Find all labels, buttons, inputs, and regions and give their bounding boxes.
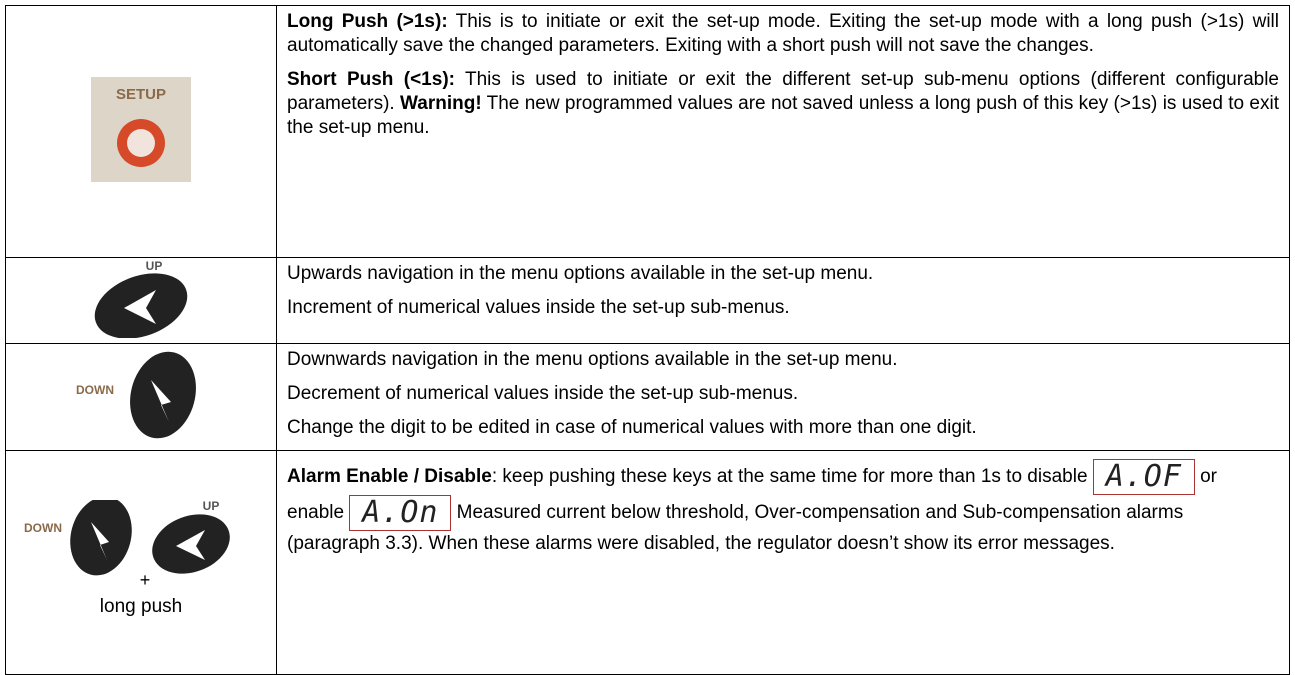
row: DOWN + UP long push Alarm Enable / Disab…: [5, 450, 1290, 675]
paragraph: Increment of numerical values inside the…: [287, 296, 1279, 320]
button-label: UP: [146, 259, 163, 273]
text: This is to initiate or exit the set-up m…: [287, 11, 1279, 56]
text: Change the digit to be edited in case of…: [287, 417, 977, 438]
paragraph: Upwards navigation in the menu options a…: [287, 262, 1279, 286]
paragraph: Change the digit to be edited in case of…: [287, 416, 1279, 440]
arrow: [151, 379, 171, 422]
arrow: [124, 290, 156, 324]
icon-cell: DOWN: [5, 343, 277, 451]
combo-button-icon: DOWN + UP long push: [24, 496, 230, 617]
button-label: DOWN: [76, 383, 114, 397]
bold-text: Alarm Enable / Disable: [287, 466, 492, 487]
bold-text: Short Push (<1s):: [287, 69, 455, 90]
text: or enable: [287, 466, 1217, 523]
arrow: [176, 530, 205, 560]
icon-cell: SETUP: [5, 5, 277, 258]
text: This is used to initiate or exit the dif…: [287, 69, 1279, 114]
text: Downwards navigation in the menu options…: [287, 349, 898, 370]
down-button-icon: DOWN: [76, 351, 196, 438]
icon-cell: DOWN + UP long push: [5, 450, 277, 675]
paragraph: Downwards navigation in the menu options…: [287, 348, 1279, 372]
button-label: UP: [203, 500, 220, 513]
text-cell: Upwards navigation in the menu options a…: [276, 257, 1290, 344]
plus-sign: +: [140, 570, 151, 590]
bold-text: Warning!: [400, 93, 482, 114]
text-cell: Long Push (>1s): This is to initiate or …: [276, 5, 1290, 258]
display-readout: A.On: [349, 495, 452, 531]
setup-button-icon: SETUP: [91, 76, 191, 182]
row: SETUP Long Push (>1s): This is to initia…: [5, 5, 1290, 258]
button-label: DOWN: [24, 521, 62, 535]
keys-table: SETUP Long Push (>1s): This is to initia…: [5, 5, 1290, 675]
text: Upwards navigation in the menu options a…: [287, 263, 874, 284]
paragraph: Alarm Enable / Disable: keep pushing the…: [287, 459, 1279, 557]
text: Measured current below threshold, Over-c…: [287, 502, 1184, 554]
button-label: SETUP: [116, 86, 166, 103]
text: Decrement of numerical values inside the…: [287, 383, 799, 404]
paragraph: Short Push (<1s): This is used to initia…: [287, 68, 1279, 140]
up-button-icon: UP: [94, 259, 188, 339]
text: : keep pushing these keys at the same ti…: [491, 466, 1093, 487]
text-cell: Alarm Enable / Disable: keep pushing the…: [276, 450, 1290, 675]
text: The new programmed values are not saved …: [287, 93, 1279, 138]
display-readout: A.OF: [1092, 459, 1195, 495]
arrow: [91, 522, 109, 560]
icon-cell: UP: [5, 257, 277, 344]
row: DOWN Downwards navigation in the menu op…: [5, 343, 1290, 451]
button-center: [127, 128, 155, 157]
text-cell: Downwards navigation in the menu options…: [276, 343, 1290, 451]
text: Increment of numerical values inside the…: [287, 297, 790, 318]
paragraph: Decrement of numerical values inside the…: [287, 382, 1279, 406]
row: UP Upwards navigation in the menu option…: [5, 257, 1290, 344]
bold-text: Long Push (>1s):: [287, 11, 448, 32]
paragraph: Long Push (>1s): This is to initiate or …: [287, 10, 1279, 58]
caption: long push: [100, 596, 182, 617]
